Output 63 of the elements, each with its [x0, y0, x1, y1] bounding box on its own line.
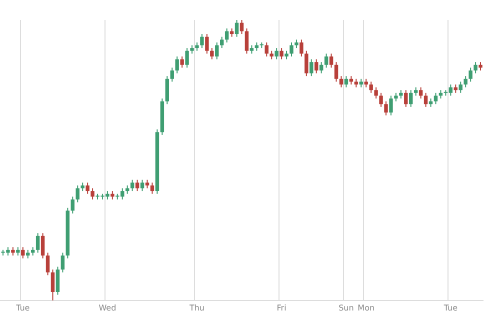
candlestick: [384, 100, 388, 116]
candlestick: [175, 56, 179, 74]
candlestick: [418, 86, 423, 100]
candlestick: [264, 42, 268, 57]
candlestick: [46, 252, 50, 276]
candlestick: [56, 266, 60, 296]
candlestick: [369, 81, 373, 94]
x-tick-label: Fri: [276, 303, 286, 312]
candlestick: [324, 53, 328, 68]
candlestick: [244, 28, 249, 54]
candlestick: [40, 232, 45, 259]
candlestick: [304, 50, 308, 77]
candlestick: [290, 42, 294, 57]
candlestick: [374, 86, 378, 100]
candlestick: [200, 34, 204, 49]
candlestick: [170, 67, 174, 82]
candlestick: [180, 56, 184, 68]
candlestick: [389, 95, 393, 116]
candlestick: [21, 246, 25, 259]
candlestick: [458, 81, 462, 94]
candlestick: [130, 179, 134, 192]
candlestick: [464, 76, 468, 88]
candlestick: [434, 92, 438, 105]
candlestick: [215, 42, 219, 60]
candlestick: [90, 188, 94, 200]
candlestick: [274, 48, 278, 60]
candlestick: [224, 28, 229, 43]
candlestick: [468, 67, 472, 82]
candlestick: [165, 76, 170, 105]
candlestick: [234, 20, 239, 38]
x-tick-label: Tue: [442, 303, 458, 312]
candlestick: [185, 48, 189, 68]
candlestick: [379, 92, 383, 108]
x-tick-label: Thu: [188, 303, 205, 312]
candlestick: [339, 76, 344, 88]
candlestick: [404, 90, 408, 108]
candlestick: [409, 90, 413, 108]
candlestick: [205, 34, 209, 54]
candlestick: [70, 196, 75, 214]
candlestick: [319, 62, 324, 74]
candlestick: [220, 36, 224, 49]
candlestick: [50, 269, 55, 301]
candlestick: [86, 182, 90, 194]
candlestick: [424, 92, 428, 108]
x-tick-label: Sun: [338, 303, 354, 312]
x-tick-label: Tue: [15, 303, 30, 312]
candlestick: [135, 179, 140, 192]
candlestick: [280, 48, 284, 60]
candlestick: [344, 76, 348, 88]
candlestick: [474, 62, 478, 74]
x-tick-label: Mon: [358, 303, 375, 312]
candlestick: [140, 179, 144, 192]
candlestick: [310, 58, 314, 77]
candlestick: [76, 184, 80, 203]
candlestick: [300, 39, 304, 57]
candlestick: [334, 62, 338, 82]
candlestick: [60, 252, 65, 273]
candlestick: [210, 48, 214, 60]
x-tick-label: Wed: [98, 303, 116, 312]
candlestick: [329, 53, 334, 68]
candlestick: [150, 182, 154, 194]
candlestick: [314, 58, 318, 74]
candlestick: [36, 232, 40, 254]
